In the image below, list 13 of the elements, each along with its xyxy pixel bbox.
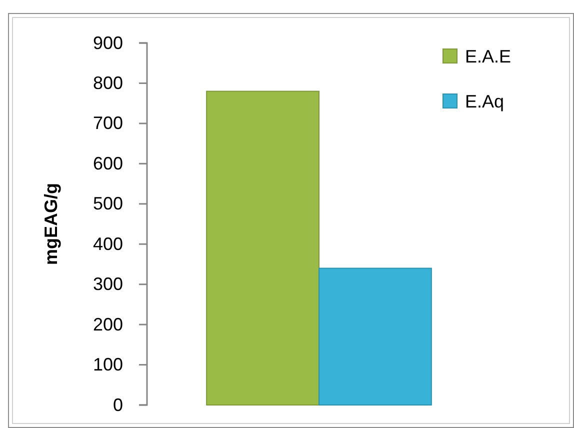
y-tick-label: 400 [92,234,123,254]
y-tick-label: 900 [92,32,123,53]
legend-label: E.A.E [465,46,512,66]
y-tick-label: 100 [92,354,123,375]
y-axis-title: mgEAG/g [41,182,61,266]
y-tick-label: 700 [92,113,123,134]
y-tick-label: 200 [92,314,123,334]
legend-label: E.Aq [465,91,504,112]
y-tick-label: 0 [112,394,123,415]
y-tick-label: 600 [92,153,123,174]
y-tick-label: 800 [92,72,123,93]
y-tick-label: 300 [92,274,123,294]
y-tick-label: 500 [92,194,123,214]
